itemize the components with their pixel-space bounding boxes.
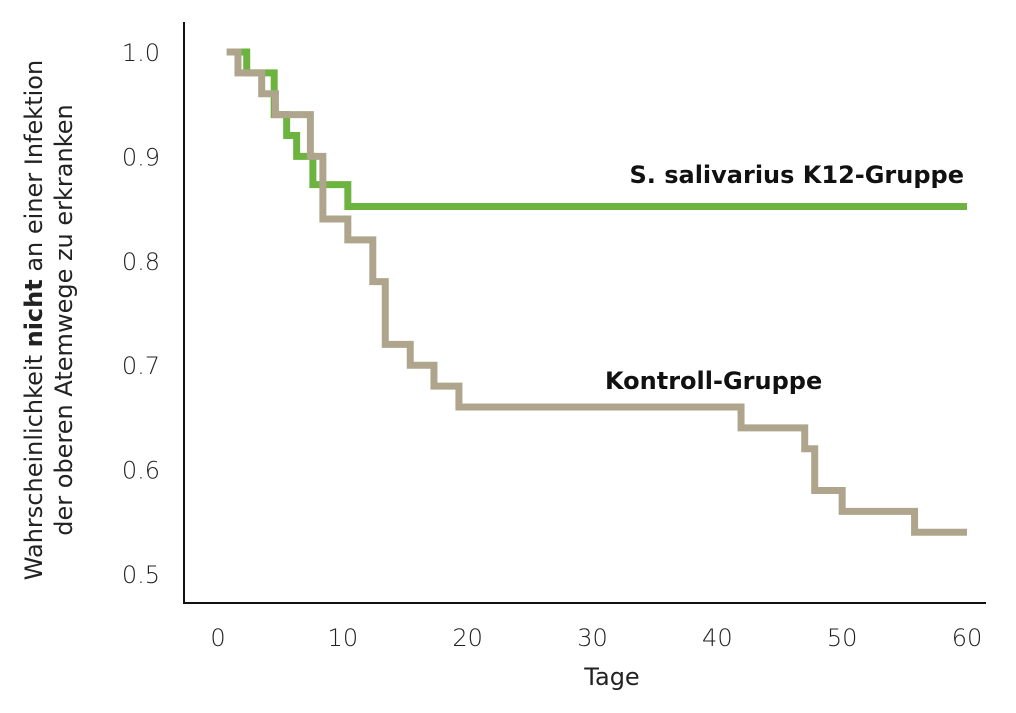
x-tick-label: 10 (328, 624, 359, 652)
y-tick-label: 0.7 (122, 352, 160, 380)
series-label-kontroll: Kontroll-Gruppe (605, 367, 822, 395)
y-tick-label: 0.6 (122, 457, 160, 485)
x-tick-label: 60 (952, 624, 983, 652)
x-tick-label: 0 (210, 624, 225, 652)
x-tick-label: 30 (577, 624, 608, 652)
series-line-kontroll (226, 48, 967, 536)
y-tick-label: 0.5 (122, 561, 160, 589)
y-tick-label: 0.9 (122, 143, 160, 171)
y-axis-label-line1: Wahrscheinlichkeit nicht an einer Infekt… (20, 60, 48, 580)
y-axis-label-line2: der oberen Atemwege zu erkranken (50, 104, 78, 535)
y-tick-label: 1.0 (122, 39, 160, 67)
x-tick-label: 50 (827, 624, 858, 652)
series-label-k12: S. salivarius K12-Gruppe (629, 161, 964, 189)
x-axis-label: Tage (583, 663, 639, 691)
x-tick-label: 20 (452, 624, 483, 652)
y-tick-label: 0.8 (122, 248, 160, 276)
x-tick-label: 40 (702, 624, 733, 652)
